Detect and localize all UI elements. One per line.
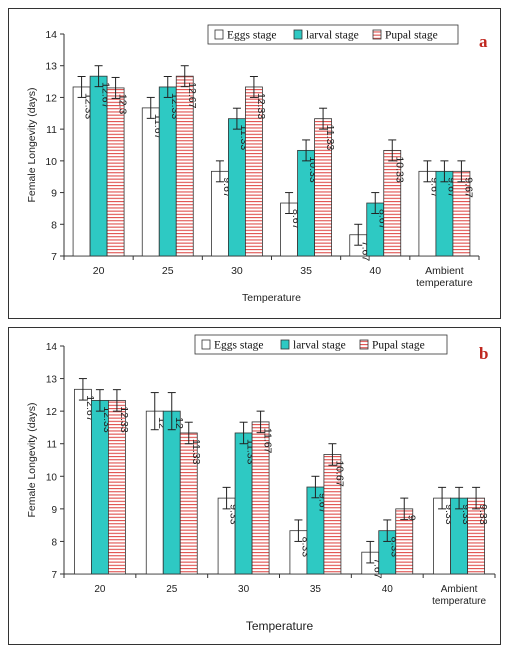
legend-swatch-larval-stage xyxy=(293,29,303,40)
data-label: 11.33 xyxy=(190,439,202,465)
y-tick-label: 12 xyxy=(45,92,57,104)
data-label: 12 xyxy=(156,417,168,429)
data-label: 12.67 xyxy=(186,82,198,108)
y-tick-label: 13 xyxy=(45,61,57,73)
legend-swatch-eggs-stage xyxy=(201,339,211,350)
x-tick-label: 35 xyxy=(310,584,322,595)
legend-box xyxy=(194,334,448,355)
x-tick-label: 20 xyxy=(93,265,105,277)
legend-box xyxy=(207,24,459,45)
legend-swatch-pupal-stage xyxy=(359,339,369,350)
data-label: 12.3 xyxy=(117,94,129,115)
legend-swatch-larval-stage xyxy=(280,339,290,350)
data-label: 9 xyxy=(405,515,417,521)
legend-label-eggs-stage: Eggs stage xyxy=(227,30,277,42)
y-tick-label: 8 xyxy=(51,537,57,548)
y-tick-label: 11 xyxy=(47,440,58,451)
data-label: 12 xyxy=(173,417,185,429)
legend-label-eggs-stage: Eggs stage xyxy=(214,340,264,352)
y-tick-label: 8 xyxy=(51,219,57,231)
x-tick-label: 35 xyxy=(300,265,312,277)
y-tick-label: 13 xyxy=(46,375,58,386)
x-tick-label: Ambient xyxy=(441,584,478,595)
bar-larval-stage xyxy=(162,410,181,575)
chart-panel-b: 7 8 9 10 11 12 13 14 Female Longevity (days) 12.6… xyxy=(8,327,501,645)
x-tick-label: 25 xyxy=(162,265,174,277)
x-axis-label: Temperature xyxy=(242,292,301,304)
data-label: 11.67 xyxy=(262,428,274,454)
legend-label-larval-stage: larval stage xyxy=(293,340,346,352)
data-label: 12.33 xyxy=(118,406,130,432)
legend-swatch-eggs-stage xyxy=(214,29,224,40)
y-tick-label: 11 xyxy=(46,124,57,136)
x-tick-label: 20 xyxy=(94,584,106,595)
x-tick-label: temperature xyxy=(432,596,486,607)
data-label: 11.33 xyxy=(245,439,257,465)
data-label: 12.33 xyxy=(255,93,267,119)
y-tick-label: 9 xyxy=(51,188,57,200)
y-tick-label: 9 xyxy=(51,505,57,516)
panel-label: a xyxy=(479,32,488,51)
x-tick-label: 40 xyxy=(382,584,394,595)
x-tick-label: 25 xyxy=(166,584,178,595)
data-label: 11.33 xyxy=(324,125,336,151)
y-axis-label: Female Longevity (days) xyxy=(26,403,38,518)
x-tick-label: 30 xyxy=(231,265,243,277)
y-tick-label: 12 xyxy=(46,407,58,418)
y-tick-label: 14 xyxy=(45,29,57,41)
panel-label: b xyxy=(479,344,488,363)
y-tick-label: 10 xyxy=(46,472,58,483)
data-label: 9.67 xyxy=(462,177,474,198)
data-label: 10.67 xyxy=(333,460,345,486)
x-tick-label: temperature xyxy=(416,277,473,289)
legend-label-larval-stage: larval stage xyxy=(306,30,359,42)
y-tick-label: 7 xyxy=(51,251,57,263)
y-tick-label: 14 xyxy=(46,342,58,353)
data-label: 10.33 xyxy=(393,156,405,182)
legend-label-pupal-stage: Pupal stage xyxy=(372,340,425,352)
bar-chart-a: 7 8 9 10 11 12 13 14 Female Longevity (days) 12.3… xyxy=(26,24,488,304)
x-tick-label: Ambient xyxy=(425,265,464,277)
bar-eggs-stage xyxy=(145,410,164,575)
legend-label-pupal-stage: Pupal stage xyxy=(385,30,438,42)
chart-panel-a: 7 8 9 10 11 12 13 14 Female Longevity (days) 12.3… xyxy=(8,8,501,319)
y-tick-label: 7 xyxy=(51,570,57,581)
x-tick-label: 30 xyxy=(238,584,250,595)
x-tick-label: 40 xyxy=(369,265,381,277)
y-axis-label: Female Longevity (days) xyxy=(26,88,38,203)
x-axis-label: Temperature xyxy=(246,619,314,633)
data-label: 9.33 xyxy=(477,504,489,525)
y-tick-label: 10 xyxy=(45,156,57,168)
legend-swatch-pupal-stage xyxy=(372,29,382,40)
